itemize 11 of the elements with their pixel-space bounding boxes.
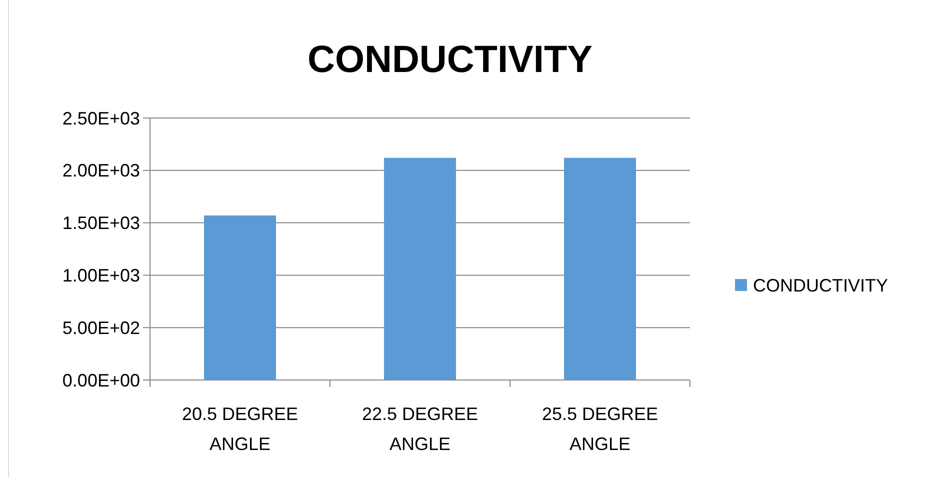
y-tick-label: 2.00E+03 xyxy=(62,160,140,181)
x-tick-label: 22.5 DEGREE ANGLE xyxy=(362,404,478,454)
y-tick-label: 2.50E+03 xyxy=(62,108,140,128)
y-tick-label: 1.50E+03 xyxy=(62,213,140,234)
chart-title: CONDUCTIVITY xyxy=(308,39,592,81)
y-tick-label: 5.00E+02 xyxy=(62,318,140,338)
legend-label: CONDUCTIVITY xyxy=(753,275,888,296)
y-tick-label: 1.00E+03 xyxy=(62,266,140,286)
x-tick-label: 25.5 DEGREE ANGLE xyxy=(542,404,658,454)
y-tick-label: 0.00E+00 xyxy=(62,370,140,390)
x-tick-label: 20.5 DEGREE ANGLE xyxy=(182,404,298,454)
